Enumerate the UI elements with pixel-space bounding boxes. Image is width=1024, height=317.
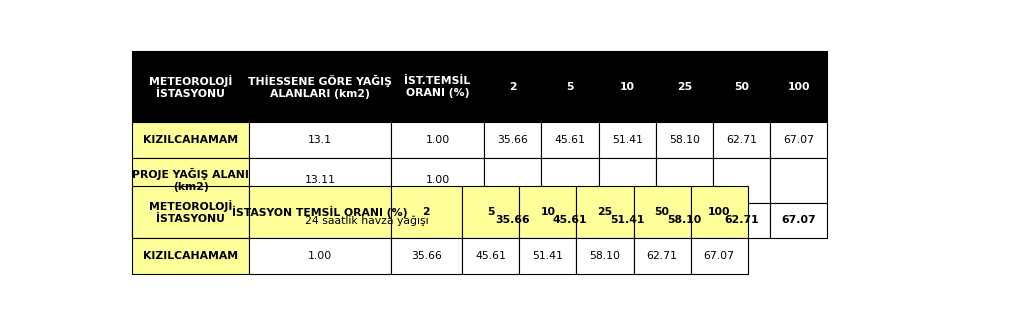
Text: 24 saatlik havza yağışı: 24 saatlik havza yağışı (305, 215, 429, 226)
Text: 35.66: 35.66 (496, 216, 530, 225)
Text: 1.00: 1.00 (308, 251, 332, 261)
Bar (462, 238, 519, 274)
Text: METEOROLOJİ
İSTASYONU: METEOROLOJİ İSTASYONU (150, 75, 232, 99)
Bar (577, 238, 634, 274)
Bar (250, 158, 391, 203)
Text: 62.71: 62.71 (646, 251, 678, 261)
Bar (634, 186, 690, 238)
Bar (690, 238, 748, 274)
Text: 58.10: 58.10 (668, 216, 701, 225)
Bar (770, 203, 827, 238)
Bar (770, 51, 827, 122)
Text: 67.07: 67.07 (783, 135, 814, 145)
Text: KIZILCAHAMAM: KIZILCAHAMAM (143, 135, 239, 145)
Bar (770, 158, 827, 203)
Text: 35.66: 35.66 (411, 251, 441, 261)
Bar (250, 203, 484, 238)
Bar (542, 203, 599, 238)
Bar (713, 122, 770, 158)
Text: 10: 10 (541, 207, 555, 217)
Bar (250, 122, 391, 158)
Text: 62.71: 62.71 (724, 216, 759, 225)
Text: 25: 25 (597, 207, 612, 217)
Bar (391, 122, 484, 158)
Bar (519, 186, 577, 238)
Bar (250, 51, 391, 122)
Bar (391, 51, 484, 122)
Text: 50: 50 (734, 82, 749, 92)
Bar (577, 186, 634, 238)
Bar (655, 203, 713, 238)
Bar (391, 158, 484, 203)
Text: 51.41: 51.41 (532, 251, 563, 261)
Text: 67.07: 67.07 (781, 216, 816, 225)
Bar (132, 186, 250, 238)
Bar (132, 51, 250, 122)
Bar (599, 158, 655, 203)
Text: 51.41: 51.41 (611, 135, 643, 145)
Bar (542, 158, 599, 203)
Text: İSTASYON TEMSİL ORANI (%): İSTASYON TEMSİL ORANI (%) (232, 206, 408, 218)
Text: THİESSENE GÖRE YAĞIŞ
ALANLARI (km2): THİESSENE GÖRE YAĞIŞ ALANLARI (km2) (248, 75, 392, 99)
Bar (462, 186, 519, 238)
Text: 2: 2 (423, 207, 430, 217)
Bar (250, 186, 391, 238)
Text: 45.61: 45.61 (475, 251, 506, 261)
Text: 5: 5 (566, 82, 573, 92)
Text: 25: 25 (677, 82, 692, 92)
Text: 67.07: 67.07 (703, 251, 735, 261)
Text: PROJE YAĞIŞ ALANI
(km2): PROJE YAĞIŞ ALANI (km2) (132, 168, 249, 192)
Text: 35.66: 35.66 (498, 135, 528, 145)
Text: 50: 50 (654, 207, 670, 217)
Text: 2: 2 (509, 82, 517, 92)
Bar (484, 51, 542, 122)
Bar (713, 51, 770, 122)
Bar (391, 186, 462, 238)
Text: 10: 10 (620, 82, 635, 92)
Bar (132, 122, 250, 158)
Bar (391, 238, 462, 274)
Bar (599, 122, 655, 158)
Bar (770, 122, 827, 158)
Text: KIZILCAHAMAM: KIZILCAHAMAM (143, 251, 239, 261)
Bar (599, 203, 655, 238)
Bar (690, 186, 748, 238)
Bar (132, 238, 250, 274)
Bar (599, 51, 655, 122)
Bar (484, 158, 542, 203)
Text: METEOROLOJİ
İSTASYONU: METEOROLOJİ İSTASYONU (150, 200, 232, 224)
Text: 51.41: 51.41 (610, 216, 644, 225)
Bar (250, 238, 391, 274)
Text: 100: 100 (708, 207, 730, 217)
Bar (655, 51, 713, 122)
Text: 5: 5 (487, 207, 495, 217)
Text: 100: 100 (787, 82, 810, 92)
Bar (713, 203, 770, 238)
Bar (519, 238, 577, 274)
Text: 58.10: 58.10 (669, 135, 699, 145)
Bar (655, 122, 713, 158)
Text: 45.61: 45.61 (555, 135, 586, 145)
Text: 13.11: 13.11 (304, 175, 336, 185)
Bar (713, 158, 770, 203)
Text: 62.71: 62.71 (726, 135, 757, 145)
Bar (132, 158, 250, 203)
Bar (542, 51, 599, 122)
Bar (634, 238, 690, 274)
Bar (132, 203, 250, 238)
Bar (542, 122, 599, 158)
Text: 13.1: 13.1 (308, 135, 332, 145)
Text: İST.TEMSİL
ORANI (%): İST.TEMSİL ORANI (%) (404, 76, 471, 98)
Text: 1.00: 1.00 (425, 135, 450, 145)
Text: 1.00: 1.00 (425, 175, 450, 185)
Text: 45.61: 45.61 (553, 216, 588, 225)
Bar (484, 203, 542, 238)
Bar (484, 122, 542, 158)
Bar (655, 158, 713, 203)
Text: 58.10: 58.10 (590, 251, 621, 261)
